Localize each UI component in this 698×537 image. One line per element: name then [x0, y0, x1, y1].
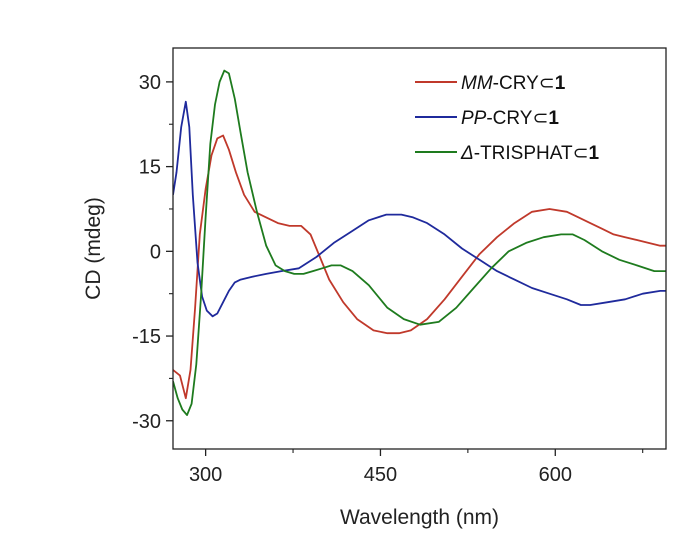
legend: MM-CRY⊂1 PP-CRY⊂1 Δ-TRISPHAT⊂1: [415, 73, 600, 164]
y-tick-label: 0: [150, 241, 161, 263]
legend-entry-pp-cry: PP-CRY⊂1: [415, 108, 559, 129]
legend-label-mm-cry-prefix: MM: [461, 73, 493, 94]
legend-label-delta-trisphat-suffix: 1: [589, 143, 600, 164]
legend-label-delta-trisphat-body: -TRISPHAT⊂: [474, 143, 589, 164]
series-line-1: [173, 100, 666, 318]
x-tick-label: 450: [364, 464, 397, 486]
legend-label-pp-cry: PP-CRY⊂1: [461, 108, 559, 129]
legend-label-pp-cry-body: -CRY⊂: [486, 108, 548, 129]
series-line-2: [173, 69, 666, 417]
legend-entry-mm-cry: MM-CRY⊂1: [415, 73, 566, 94]
legend-label-delta-trisphat: Δ-TRISPHAT⊂1: [460, 143, 600, 164]
y-tick-label: 30: [139, 72, 161, 94]
x-tick-label: 600: [539, 464, 572, 486]
legend-label-mm-cry-body: -CRY⊂: [493, 73, 555, 94]
x-axis-title: Wavelength (nm): [340, 506, 499, 529]
axis-ticks: [166, 81, 644, 456]
y-tick-label: -15: [132, 326, 161, 348]
plot-frame: [172, 47, 667, 450]
legend-label-pp-cry-suffix: 1: [548, 108, 559, 129]
legend-label-mm-cry-suffix: 1: [555, 73, 566, 94]
x-tick-label: 300: [189, 464, 222, 486]
series-lines: [173, 69, 666, 417]
legend-label-pp-cry-prefix: PP: [461, 108, 487, 129]
series-line-0: [173, 134, 666, 400]
legend-label-delta-trisphat-prefix: Δ: [460, 143, 474, 164]
tick-labels: 300 450 600 -30 -15 0 15 30: [132, 72, 572, 486]
legend-entry-delta-trisphat: Δ-TRISPHAT⊂1: [415, 143, 600, 164]
y-axis-title: CD (mdeg): [82, 197, 105, 300]
y-tick-label: -30: [132, 411, 161, 433]
y-tick-label: 15: [139, 157, 161, 179]
legend-label-mm-cry: MM-CRY⊂1: [461, 73, 566, 94]
